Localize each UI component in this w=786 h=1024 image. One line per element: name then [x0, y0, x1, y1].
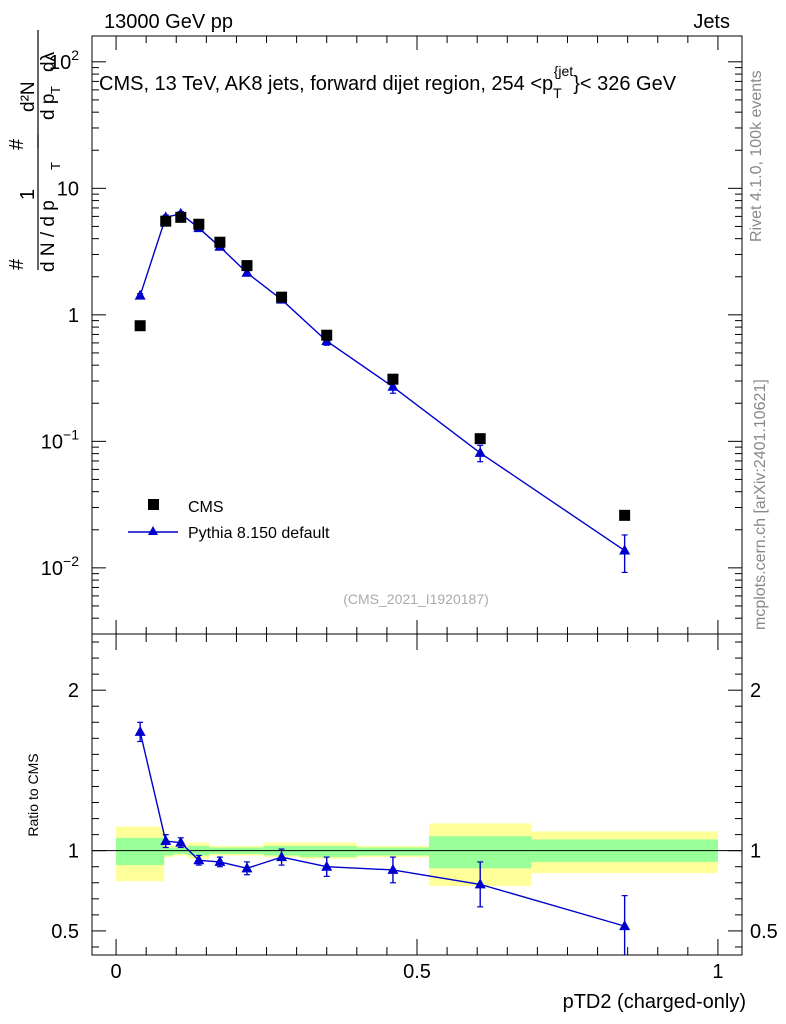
pythia-point [474, 446, 486, 457]
legend-pythia-label: Pythia 8.150 default [188, 525, 330, 542]
main-data-layer [134, 207, 631, 574]
cms-point [619, 509, 631, 521]
ratio-point [134, 725, 146, 736]
ratio-y-axis-label: Ratio to CMS [25, 753, 41, 836]
ratio-y-tick-label-left: 2 [68, 680, 79, 702]
legend: CMS Pythia 8.150 default [128, 499, 330, 542]
tick-exponent: 2 [71, 47, 79, 63]
x-tick-label: 1 [712, 961, 723, 983]
tick-base: 10 [49, 52, 71, 74]
tick-base: 10 [41, 558, 63, 580]
ratio-point [387, 863, 399, 874]
cms-point [276, 291, 288, 303]
rivet-version-label: Rivet 4.1.0, 100k events [748, 70, 765, 242]
legend-pythia-marker [148, 526, 158, 535]
y-label-dlambda: dλ [38, 51, 59, 72]
cms-point [214, 236, 226, 248]
pythia-point [241, 266, 253, 277]
title-prefix: CMS, 13 TeV, AK8 jets, forward dijet reg… [99, 73, 553, 95]
title-sup: {jet [554, 63, 574, 79]
legend-cms-label: CMS [188, 499, 224, 516]
ratio-y-tick-label-right: 0.5 [750, 921, 778, 943]
ratio-point [160, 835, 172, 846]
ratio-band-green [164, 847, 174, 856]
cms-point [193, 218, 205, 230]
legend-cms-marker [148, 499, 159, 510]
title-sub: T [553, 85, 562, 101]
pythia-point [387, 380, 399, 391]
pythia-point [134, 289, 146, 300]
cms-point [241, 260, 253, 272]
y-label-one: 1 [17, 189, 39, 200]
ratio-data-layer [134, 721, 631, 955]
y-label-sub-t-2: T [48, 86, 63, 94]
cms-point [321, 329, 333, 341]
title-suffix: }< 326 GeV [573, 73, 677, 95]
ratio-band-green [299, 845, 357, 858]
cms-point [175, 211, 187, 223]
ratio-point [175, 836, 187, 847]
x-tick-label: 0 [111, 961, 122, 983]
main-y-tick-label: 10−1 [41, 426, 79, 453]
header-left: 13000 GeV pp [104, 11, 233, 33]
ratio-series-line [139, 731, 625, 927]
ratio-band-green [116, 837, 165, 866]
main-y-tick-label: 1 [68, 305, 79, 327]
main-title: CMS, 13 TeV, AK8 jets, forward dijet reg… [99, 63, 677, 101]
ratio-band-green [356, 847, 430, 856]
ratio-frame [91, 633, 743, 956]
ratio-point [276, 851, 288, 862]
main-axis-ticks [92, 36, 742, 635]
ratio-y-tick-label-right: 1 [750, 841, 761, 863]
ratio-point [474, 878, 486, 889]
x-tick-label: 0.5 [403, 961, 431, 983]
main-y-tick-label: 102 [49, 47, 79, 74]
ratio-axis-ticks [92, 634, 742, 955]
main-y-axis-label: # 1 d N / d p T # d²N d p T dλ [6, 30, 63, 272]
y-label-sub-t-1: T [48, 162, 63, 170]
source-label: mcplots.cern.ch [arXiv:2401.10621] [752, 379, 769, 630]
tick-exponent: −2 [63, 553, 79, 569]
x-axis-label: pTD2 (charged-only) [563, 991, 746, 1013]
ratio-point [241, 862, 253, 873]
ratio-x-tick-labels: 0 0.5 1 [111, 961, 724, 983]
header-right: Jets [693, 11, 730, 33]
y-label-dp: d p [38, 94, 59, 120]
ratio-point [321, 860, 333, 871]
cms-point [474, 433, 486, 445]
tick-base: 10 [41, 431, 63, 453]
ratio-y-tick-label-left: 0.5 [51, 921, 79, 943]
y-label-denominator: d N / d p [38, 200, 59, 272]
ratio-y-tick-labels: 0.5 0.5 1 1 2 2 [51, 680, 778, 943]
tick-exponent: −1 [63, 426, 79, 442]
ratio-y-tick-label-right: 2 [750, 680, 761, 702]
ratio-y-tick-label-left: 1 [68, 841, 79, 863]
analysis-watermark: (CMS_2021_I1920187) [343, 591, 489, 607]
cms-point [160, 215, 172, 227]
main-y-tick-label: 10 [57, 178, 79, 200]
ratio-point [214, 855, 226, 866]
y-label-d2n: d²N [18, 81, 39, 112]
main-frame [91, 35, 743, 635]
ratio-point [619, 920, 631, 931]
ratio-uncertainty-bands [92, 823, 742, 886]
y-label-hash-2: # [6, 138, 28, 150]
cms-point [387, 373, 399, 385]
ratio-point [193, 854, 205, 865]
ratio-panel: 0.5 0.51 12 2 0 0.5 1 Ratio to CMS pTD2 (char… [25, 633, 778, 1013]
pythia-point [619, 544, 631, 555]
cms-point [134, 320, 146, 332]
y-label-hash-1: # [6, 258, 28, 270]
main-y-tick-label: 10−2 [41, 553, 79, 580]
